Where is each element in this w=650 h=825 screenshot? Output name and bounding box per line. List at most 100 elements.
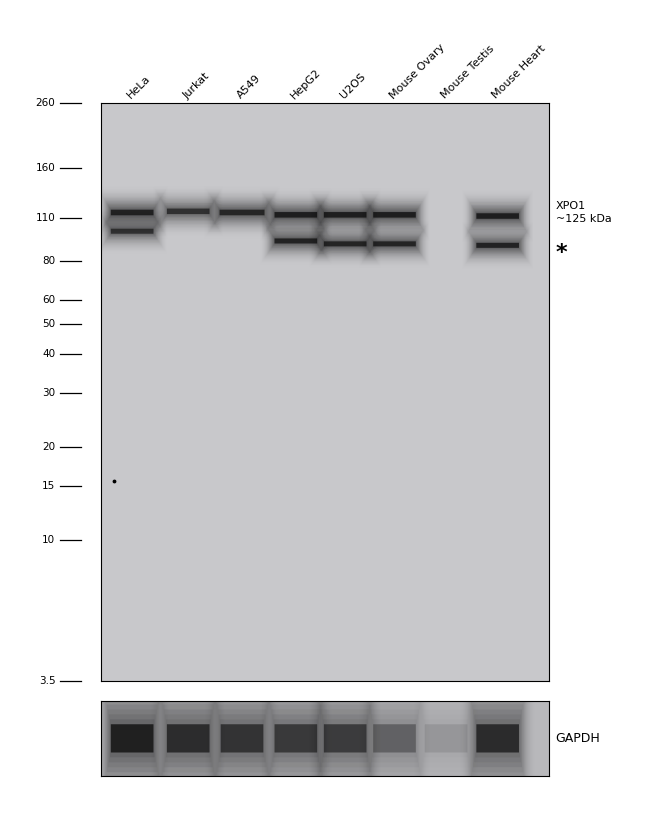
FancyBboxPatch shape	[218, 714, 265, 762]
FancyBboxPatch shape	[108, 710, 157, 767]
Text: U2OS: U2OS	[338, 72, 367, 101]
FancyBboxPatch shape	[324, 242, 367, 247]
FancyBboxPatch shape	[272, 208, 320, 222]
FancyBboxPatch shape	[221, 724, 263, 752]
FancyBboxPatch shape	[107, 204, 157, 221]
FancyBboxPatch shape	[476, 213, 519, 219]
FancyBboxPatch shape	[473, 238, 523, 252]
FancyBboxPatch shape	[425, 724, 467, 752]
FancyBboxPatch shape	[475, 719, 520, 757]
FancyBboxPatch shape	[474, 240, 521, 250]
FancyBboxPatch shape	[110, 228, 154, 235]
FancyBboxPatch shape	[372, 239, 417, 249]
Text: A549: A549	[235, 73, 263, 101]
Text: *: *	[556, 243, 567, 263]
FancyBboxPatch shape	[372, 240, 417, 248]
FancyBboxPatch shape	[164, 714, 212, 762]
FancyBboxPatch shape	[274, 724, 317, 752]
FancyBboxPatch shape	[372, 210, 417, 219]
FancyBboxPatch shape	[274, 238, 318, 245]
FancyBboxPatch shape	[370, 236, 419, 252]
FancyBboxPatch shape	[322, 210, 368, 220]
FancyBboxPatch shape	[370, 238, 419, 250]
Text: 30: 30	[42, 388, 55, 398]
FancyBboxPatch shape	[474, 210, 521, 222]
FancyBboxPatch shape	[111, 724, 153, 752]
FancyBboxPatch shape	[473, 208, 523, 224]
FancyBboxPatch shape	[167, 724, 209, 752]
FancyBboxPatch shape	[111, 210, 153, 215]
FancyBboxPatch shape	[322, 714, 369, 762]
Text: 3.5: 3.5	[39, 676, 55, 686]
FancyBboxPatch shape	[476, 243, 519, 248]
FancyBboxPatch shape	[110, 209, 154, 217]
FancyBboxPatch shape	[373, 212, 416, 218]
Text: Mouse Testis: Mouse Testis	[439, 44, 496, 101]
FancyBboxPatch shape	[273, 210, 319, 220]
FancyBboxPatch shape	[272, 714, 319, 762]
FancyBboxPatch shape	[324, 212, 367, 218]
FancyBboxPatch shape	[373, 242, 416, 247]
FancyBboxPatch shape	[476, 212, 520, 220]
FancyBboxPatch shape	[274, 238, 317, 243]
Text: HeLa: HeLa	[125, 73, 152, 101]
FancyBboxPatch shape	[270, 205, 321, 224]
FancyBboxPatch shape	[111, 210, 153, 215]
FancyBboxPatch shape	[217, 205, 267, 219]
FancyBboxPatch shape	[271, 206, 320, 224]
Text: 40: 40	[42, 349, 55, 359]
FancyBboxPatch shape	[474, 239, 521, 252]
Text: 260: 260	[36, 98, 55, 108]
FancyBboxPatch shape	[320, 205, 370, 224]
FancyBboxPatch shape	[220, 719, 265, 757]
FancyBboxPatch shape	[270, 232, 321, 250]
FancyBboxPatch shape	[215, 203, 269, 222]
FancyBboxPatch shape	[272, 234, 320, 248]
FancyBboxPatch shape	[220, 210, 265, 215]
FancyBboxPatch shape	[166, 207, 211, 215]
Text: 60: 60	[42, 295, 55, 304]
FancyBboxPatch shape	[167, 209, 209, 214]
FancyBboxPatch shape	[164, 205, 212, 219]
Text: Jurkat: Jurkat	[181, 71, 211, 101]
FancyBboxPatch shape	[111, 229, 153, 233]
FancyBboxPatch shape	[472, 206, 523, 226]
Text: 80: 80	[42, 256, 55, 266]
FancyBboxPatch shape	[370, 208, 419, 222]
FancyBboxPatch shape	[164, 203, 213, 219]
FancyBboxPatch shape	[109, 225, 156, 238]
FancyBboxPatch shape	[274, 212, 317, 218]
FancyBboxPatch shape	[476, 724, 519, 752]
FancyBboxPatch shape	[164, 710, 213, 767]
FancyBboxPatch shape	[321, 238, 369, 250]
FancyBboxPatch shape	[373, 242, 416, 247]
FancyBboxPatch shape	[320, 236, 370, 252]
FancyBboxPatch shape	[474, 209, 521, 223]
FancyBboxPatch shape	[476, 242, 520, 249]
FancyBboxPatch shape	[271, 233, 320, 248]
Text: GAPDH: GAPDH	[556, 732, 601, 745]
FancyBboxPatch shape	[369, 235, 420, 252]
FancyBboxPatch shape	[473, 710, 522, 767]
FancyBboxPatch shape	[476, 724, 519, 752]
FancyBboxPatch shape	[167, 724, 209, 752]
FancyBboxPatch shape	[274, 210, 318, 219]
FancyBboxPatch shape	[274, 719, 318, 757]
FancyBboxPatch shape	[220, 210, 265, 215]
FancyBboxPatch shape	[324, 724, 367, 752]
FancyBboxPatch shape	[472, 237, 523, 254]
FancyBboxPatch shape	[109, 714, 155, 762]
FancyBboxPatch shape	[369, 205, 420, 224]
Text: XPO1
~125 kDa: XPO1 ~125 kDa	[556, 200, 612, 224]
FancyBboxPatch shape	[324, 212, 367, 218]
FancyBboxPatch shape	[221, 724, 263, 752]
FancyBboxPatch shape	[323, 240, 367, 248]
Text: 110: 110	[36, 214, 55, 224]
FancyBboxPatch shape	[476, 213, 519, 219]
FancyBboxPatch shape	[320, 235, 370, 252]
FancyBboxPatch shape	[107, 203, 158, 222]
FancyBboxPatch shape	[109, 226, 155, 236]
FancyBboxPatch shape	[476, 243, 519, 248]
FancyBboxPatch shape	[474, 714, 521, 762]
FancyBboxPatch shape	[274, 724, 317, 752]
